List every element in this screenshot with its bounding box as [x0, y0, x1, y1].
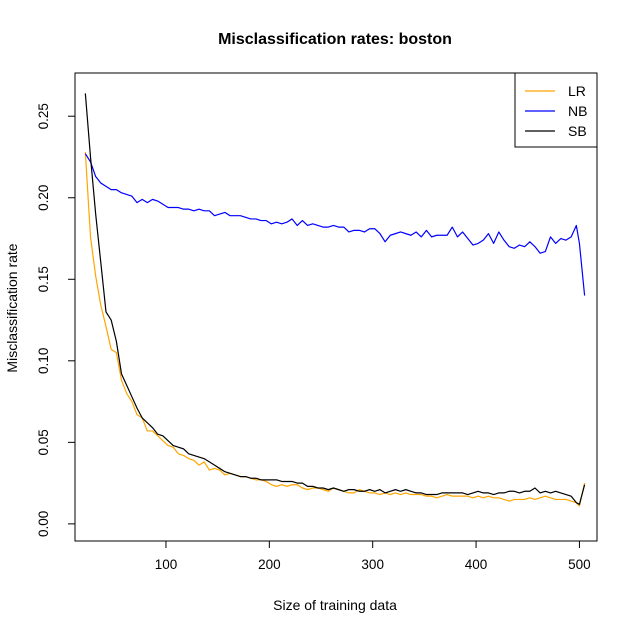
y-axis: 0.00 0.05 0.10 0.15 0.20 0.25	[36, 103, 75, 537]
y-tick-label: 0.10	[36, 348, 51, 374]
legend-label-sb: SB	[568, 123, 587, 139]
x-tick-label: 500	[568, 557, 591, 572]
y-tick-label: 0.05	[36, 429, 51, 455]
y-tick-label: 0.00	[36, 511, 51, 537]
y-tick-label: 0.25	[36, 103, 51, 129]
x-tick-label: 200	[258, 557, 281, 572]
y-axis-label: Misclassification rate	[4, 243, 20, 372]
legend-label-lr: LR	[568, 83, 586, 99]
series-line-lr	[84, 152, 586, 507]
x-tick-label: 100	[155, 557, 178, 572]
series-lines	[84, 93, 586, 507]
y-tick-label: 0.15	[36, 266, 51, 292]
y-tick-label: 0.20	[36, 185, 51, 211]
legend-label-nb: NB	[568, 103, 587, 119]
legend: LR NB SB	[514, 72, 598, 148]
plot-frame	[74, 72, 598, 542]
x-axis: 100 200 300 400 500	[155, 541, 591, 572]
series-line-nb	[84, 153, 586, 296]
chart-title: Misclassification rates: boston	[218, 31, 452, 48]
series-line-sb	[84, 93, 586, 505]
legend-box	[514, 72, 598, 148]
x-tick-label: 300	[361, 557, 384, 572]
x-axis-label: Size of training data	[273, 597, 397, 613]
x-tick-label: 400	[465, 557, 488, 572]
